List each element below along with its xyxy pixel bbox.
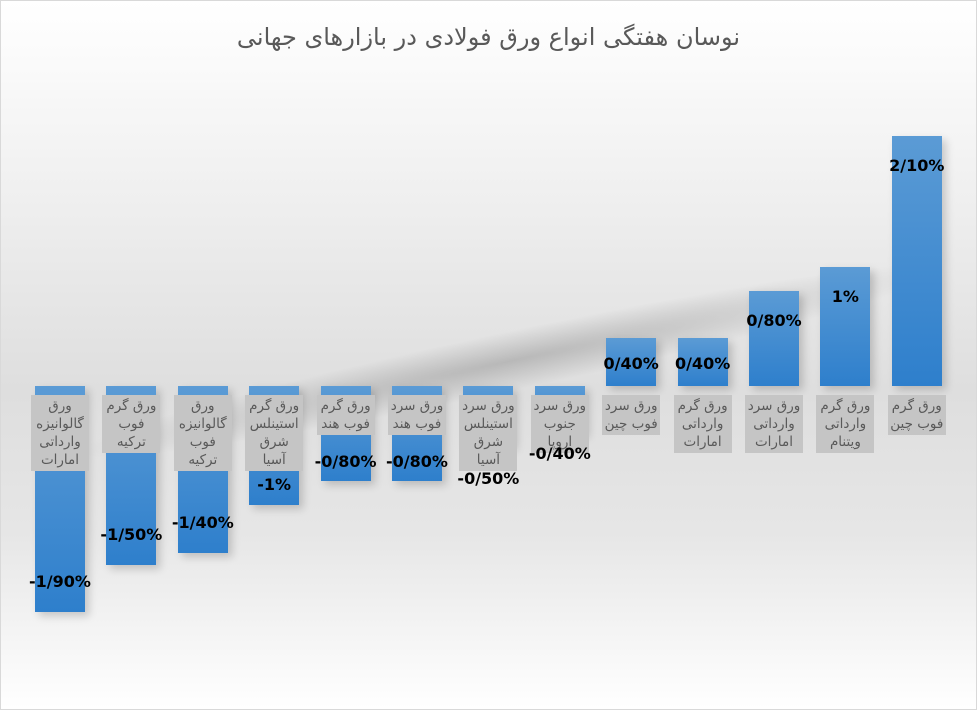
category-label: ورق سرد جنوب اروپا: [530, 395, 589, 453]
category-label: ورق گرم فوب چین: [887, 395, 946, 435]
category-label: ورق سرد استینلس شرق آسیا: [459, 395, 518, 471]
data-label: 0/80%: [746, 310, 802, 330]
data-label: 0/40%: [674, 354, 731, 374]
category-label: ورق سرد وارداتی امارات: [745, 395, 803, 453]
category-label: ورق سرد فوب چین: [602, 395, 661, 435]
data-label: -1/40%: [171, 512, 234, 532]
category-label: ورق گرم فوب ترکیه: [102, 395, 161, 453]
data-label: 1%: [831, 287, 859, 306]
category-label: ورق گالوانیزه فوب ترکیه: [173, 395, 232, 471]
data-label: -0/50%: [457, 469, 520, 488]
category-label: ورق گالوانیزه وارداتی امارات: [31, 395, 89, 471]
data-label: -1/50%: [100, 524, 163, 544]
bar-9: [677, 338, 728, 386]
data-label: -1%: [257, 475, 292, 494]
data-label: -0/80%: [386, 452, 448, 471]
category-label: ورق سرد فوب هند: [388, 395, 446, 435]
data-label: 0/40%: [603, 354, 659, 374]
data-label: -1/90%: [29, 572, 91, 592]
chart-title: نوسان هفتگی انواع ورق فولادی در بازارهای…: [236, 23, 741, 51]
bar-11: [820, 267, 871, 386]
bar-12: [891, 136, 942, 386]
category-label: ورق گرم استینلس شرق آسیا: [245, 395, 304, 471]
data-label: -0/40%: [528, 444, 591, 463]
category-label: ورق گرم وارداتی ویتنام: [816, 395, 875, 453]
bar-10: [749, 290, 799, 386]
bar-8: [606, 338, 657, 386]
category-label: ورق گرم وارداتی امارات: [673, 395, 732, 453]
data-label: -0/80%: [314, 452, 377, 471]
category-label: ورق گرم فوب هند: [316, 395, 375, 435]
data-label: 2/10%: [889, 156, 945, 176]
